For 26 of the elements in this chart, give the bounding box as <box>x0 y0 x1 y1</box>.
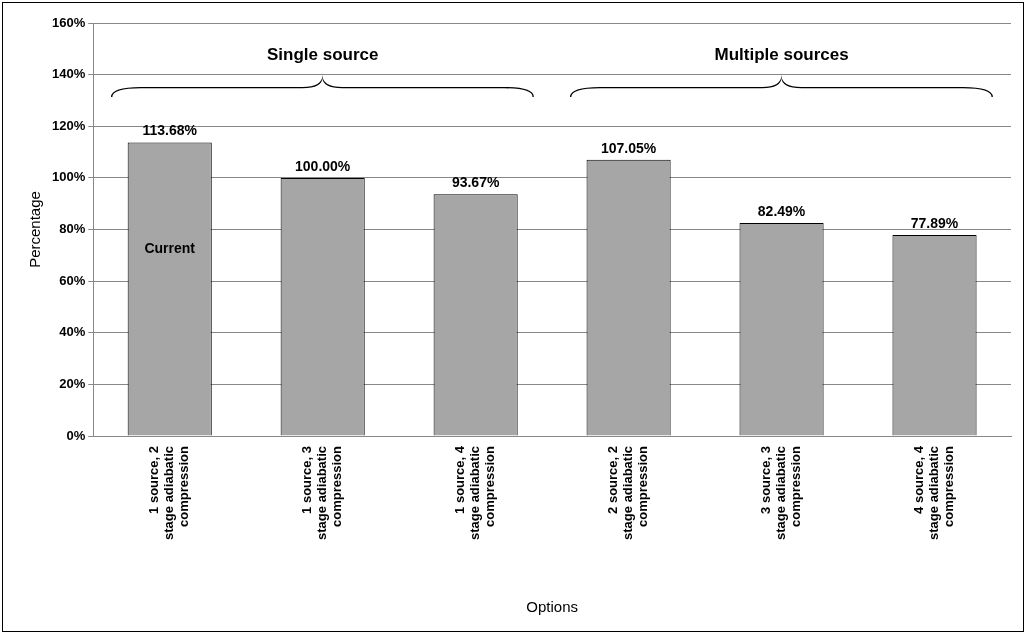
data-label: 107.05% <box>600 139 657 156</box>
y-axis-title: Percentage <box>26 191 44 268</box>
y-tick-label: 140% <box>52 66 86 82</box>
data-label: 93.67% <box>451 174 500 191</box>
data-label: 82.49% <box>757 202 806 219</box>
y-tick-label: 80% <box>59 221 86 237</box>
data-label: 77.89% <box>910 214 959 231</box>
annotation: Single source <box>266 44 379 64</box>
y-tick-label: 100% <box>52 169 86 185</box>
y-tick-label: 0% <box>66 427 86 443</box>
y-tick-label: 160% <box>52 14 86 30</box>
x-tick-label: 1 source, 4 stage adiabatic compression <box>452 445 498 540</box>
y-tick-label: 60% <box>59 272 86 288</box>
annotation: Multiple sources <box>714 44 849 64</box>
data-label: 100.00% <box>295 157 351 174</box>
y-tick-label: 20% <box>59 375 86 391</box>
x-tick-label: 1 source, 2 stage adiabatic compression <box>146 445 192 540</box>
x-tick-label: 3 source, 3 stage adiabatic compression <box>758 445 804 540</box>
x-tick-label: 4 source, 4 stage adiabatic compression <box>911 445 957 540</box>
y-tick-label: 40% <box>59 324 86 340</box>
x-tick-label: 1 source, 3 stage adiabatic compression <box>299 445 345 540</box>
annotation: Current <box>144 240 196 257</box>
data-label: 113.68% <box>142 122 198 139</box>
x-axis-title: Options <box>526 598 578 616</box>
x-tick-label: 2 source, 2 stage adiabatic compression <box>605 445 651 540</box>
y-tick-label: 120% <box>52 117 86 133</box>
